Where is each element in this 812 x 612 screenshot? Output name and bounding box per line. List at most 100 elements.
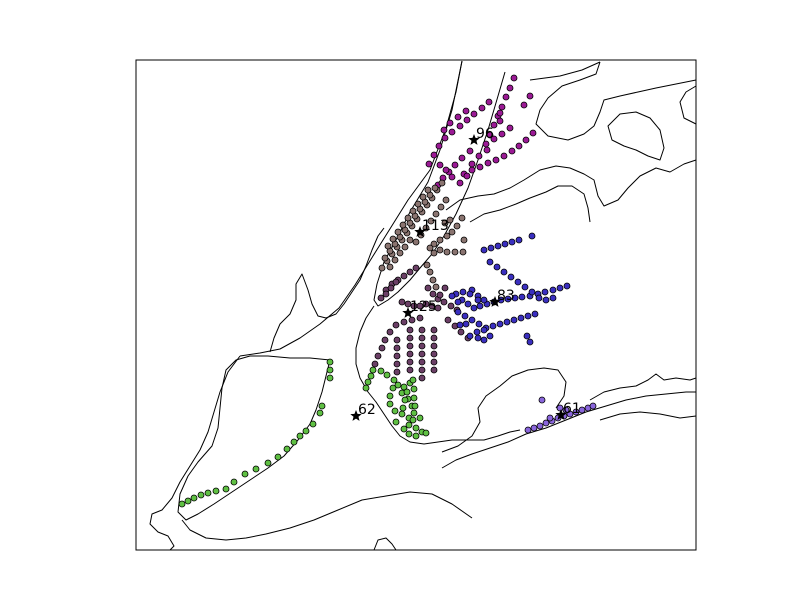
cluster-centroid-marker [489,296,501,307]
coastline-jamaica-bay [441,367,567,453]
station-point [440,298,448,306]
station-point [498,130,506,138]
station-point [427,217,435,225]
station-point [447,302,455,310]
station-point [398,410,406,418]
station-point [403,388,411,396]
station-point [443,248,451,256]
coastline-long-island [589,373,697,421]
station-point [456,122,464,130]
station-point [458,154,466,162]
station-point [475,320,483,328]
station-point [393,344,401,352]
station-point [424,186,432,194]
station-point [490,121,498,129]
station-point [521,283,529,291]
station-point [463,172,471,180]
station-point [393,368,401,376]
station-point [386,263,394,271]
coastline-east-river-north [445,159,697,211]
station-point [405,421,413,429]
coastline-newark-bay [269,227,385,353]
station-point [406,268,414,276]
station-point [283,445,291,453]
cluster-label: 113 [422,218,449,234]
station-point [429,276,437,284]
station-point [501,240,509,248]
station-point [515,236,523,244]
station-point [406,342,414,350]
station-point [515,142,523,150]
station-point [448,292,456,300]
station-point [462,107,470,115]
station-point [394,381,402,389]
station-point [409,416,417,424]
cluster-label: 61 [563,401,581,417]
station-point [401,243,409,251]
station-point [473,328,481,336]
station-point [466,332,474,340]
station-point [442,196,450,204]
station-point [446,216,454,224]
station-point [454,308,462,316]
station-point [409,207,417,215]
station-point [400,425,408,433]
station-point [538,396,546,404]
cluster-label: 125 [410,299,437,315]
cluster-centroid-marker [402,307,414,318]
station-point [486,258,494,266]
station-point [466,147,474,155]
station-point [399,404,407,412]
station-point [392,278,400,286]
station-point [448,173,456,181]
station-point [296,432,304,440]
station-point [510,74,518,82]
station-point [369,366,377,374]
station-point [563,282,571,290]
station-point [464,300,472,308]
station-point [476,163,484,171]
station-point [511,294,519,302]
station-point [453,222,461,230]
station-point [531,310,539,318]
station-point [506,124,514,132]
station-point [443,232,451,240]
station-point [549,286,557,294]
station-point [367,372,375,380]
station-point [524,426,532,434]
station-point [418,326,426,334]
station-point [536,422,544,430]
station-point [496,117,504,125]
station-point [490,135,498,143]
station-point [466,290,474,298]
station-point [484,159,492,167]
station-point [451,161,459,169]
station-point [507,273,515,281]
coastline-new-jersey [149,355,241,551]
station-point [430,366,438,374]
station-point [429,290,437,298]
station-point [451,248,459,256]
station-point [422,224,430,232]
station-point [184,497,192,505]
coastline-queens-north [469,185,591,223]
station-point [476,302,484,310]
station-point [435,142,443,150]
station-point [430,326,438,334]
station-point [572,408,580,416]
station-point [406,326,414,334]
station-point [384,242,392,250]
station-point [489,322,497,330]
station-point [562,406,570,414]
station-point [391,256,399,264]
station-point [418,334,426,342]
station-point [517,314,525,322]
station-point [374,352,382,360]
station-point [436,291,444,299]
station-point [468,316,476,324]
station-point [442,166,450,174]
station-point [400,383,408,391]
station-point [418,342,426,350]
station-point [405,430,413,438]
station-point [448,228,456,236]
